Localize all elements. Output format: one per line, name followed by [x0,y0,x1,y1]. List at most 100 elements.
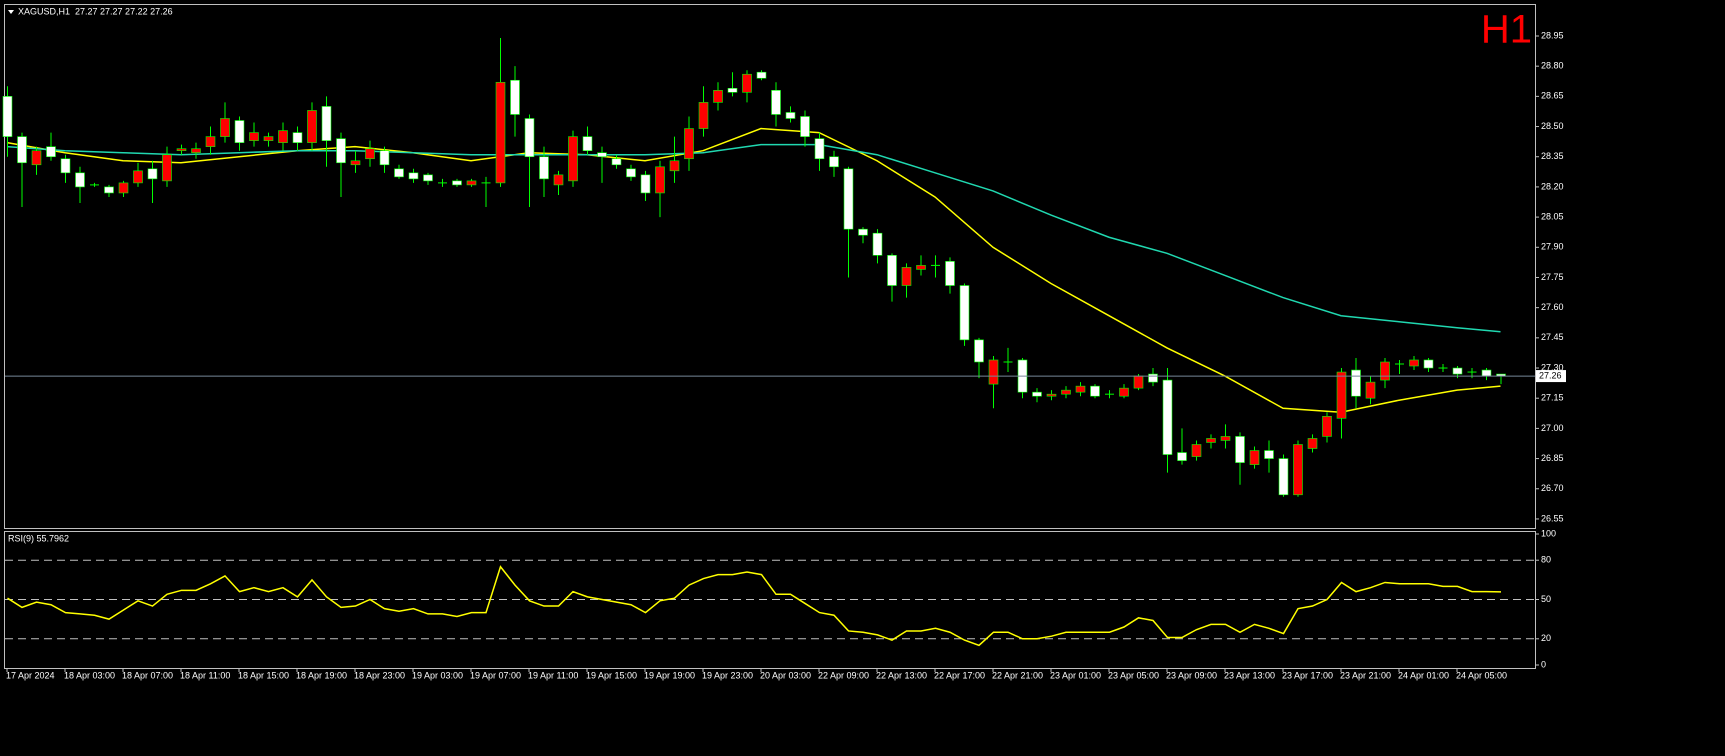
candle-body [263,136,274,141]
x-tick-label: 23 Apr 21:00 [1340,670,1391,680]
candle-body [684,128,694,160]
candle-body [1481,369,1492,377]
candle-body [901,267,912,286]
y-tick-label: 100 [1541,528,1556,538]
candle-body [510,79,520,115]
y-tick-label: 27.00 [1541,423,1564,433]
candle-body [959,285,970,341]
candle-body [539,156,549,180]
y-tick-label: 26.55 [1541,513,1564,523]
candle-body [249,132,259,141]
candle-body [1278,458,1289,496]
x-tick-label: 24 Apr 01:00 [1398,670,1449,680]
x-tick-label: 23 Apr 01:00 [1050,670,1101,680]
candle-body [626,168,636,178]
candle-body [75,172,85,188]
candle-body [1235,436,1245,463]
y-tick-label: 27.60 [1541,302,1564,312]
candle-body [1249,450,1260,465]
x-tick-label: 24 Apr 05:00 [1456,670,1507,680]
candle-body [133,170,143,184]
x-tick-label: 19 Apr 15:00 [586,670,637,680]
moving-average [6,143,1501,333]
candle-body [1177,452,1187,461]
y-tick-label: 27.15 [1541,393,1564,403]
candle-body [1322,416,1332,437]
candle-body [655,166,665,194]
y-tick-label: 27.90 [1541,242,1564,252]
candle-body [974,339,984,363]
menu-icon[interactable] [8,10,14,14]
bid-label: 27.26 [1539,370,1562,380]
candle-body [742,73,752,93]
candle-body [1336,371,1347,419]
candle-body [408,172,419,180]
candle-body [814,138,825,160]
candle-body [162,154,172,182]
candle-body [1046,393,1057,397]
candle-body [858,228,868,236]
main-frame [4,4,1536,529]
candle-body [278,130,288,143]
candle-body [785,112,796,119]
x-tick-label: 22 Apr 21:00 [992,670,1043,680]
candle-body [524,118,535,158]
candle-body [452,180,462,186]
candle-body [568,136,578,182]
x-tick-label: 19 Apr 19:00 [644,670,695,680]
candle-body [1409,359,1419,367]
y-tick-label: 27.45 [1541,332,1564,342]
candle-body [2,96,13,137]
candle-body [1351,369,1361,397]
candle-body [872,232,883,256]
candle-body [365,148,375,160]
candle-body [1206,438,1216,443]
y-tick-label: 28.80 [1541,61,1564,71]
candle-body [176,148,187,151]
candle-body [771,90,781,115]
candle-body [104,186,114,194]
candle-body [1162,379,1173,455]
candle-body [582,136,593,151]
candle-body [191,148,201,154]
candle-body [46,146,56,158]
candle-body [1365,381,1376,399]
y-tick-label: 28.05 [1541,211,1564,221]
candle-body [336,138,346,164]
candle-body [829,156,839,168]
candle-body [1075,385,1086,393]
moving-average [6,127,1501,414]
y-tick-label: 28.35 [1541,151,1564,161]
rsi-line [7,565,1502,647]
candle-body [379,150,390,166]
y-tick-label: 0 [1541,659,1546,669]
candle-body [669,160,680,172]
x-tick-label: 18 Apr 11:00 [180,670,230,680]
candle-body [1380,361,1390,381]
x-tick-label: 19 Apr 23:00 [702,670,753,680]
candle-body [727,88,738,93]
y-tick-label: 20 [1541,633,1551,643]
x-tick-label: 22 Apr 09:00 [818,670,869,680]
rsi-title: RSI(9) 55.7962 [8,533,69,543]
timeframe-watermark: H1 [1481,8,1532,52]
candle-body [31,150,42,166]
candle-body [60,158,71,174]
x-tick-label: 19 Apr 03:00 [412,670,463,680]
candle-body [350,160,361,166]
candle-body [292,132,303,143]
y-tick-label: 27.75 [1541,272,1564,282]
candle-body [1148,373,1158,383]
candle-body [118,182,129,194]
candle-body [394,168,404,178]
candle-body [611,158,622,166]
candle-body [800,116,810,137]
candle-body [1220,436,1231,441]
candle-body [466,180,477,186]
candle-body [1061,389,1071,395]
x-tick-label: 18 Apr 15:00 [238,670,289,680]
candle-body [988,359,999,385]
y-tick-label: 50 [1541,594,1551,604]
